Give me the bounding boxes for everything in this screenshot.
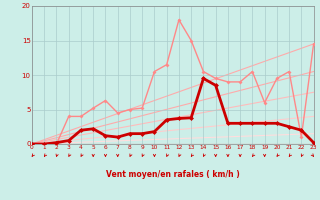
X-axis label: Vent moyen/en rafales ( km/h ): Vent moyen/en rafales ( km/h ) [106, 170, 240, 179]
